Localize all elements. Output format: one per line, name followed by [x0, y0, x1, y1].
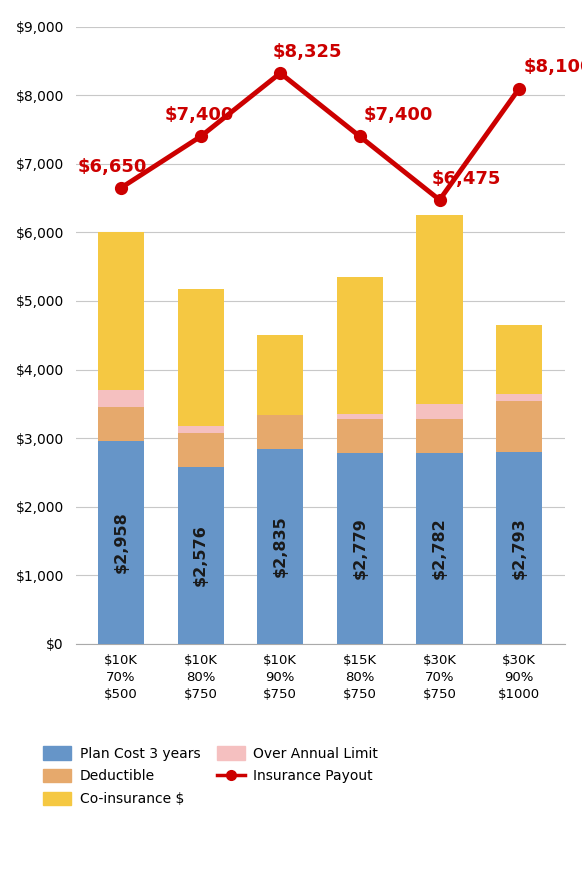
Bar	[257, 415, 303, 450]
Bar	[178, 426, 223, 433]
Text: $2,793: $2,793	[512, 517, 527, 578]
Bar	[178, 289, 223, 426]
Bar	[98, 407, 144, 441]
Bar	[178, 468, 223, 644]
Bar	[337, 453, 383, 644]
Text: $2,958: $2,958	[113, 511, 129, 573]
Text: $7,400: $7,400	[165, 106, 234, 124]
Bar	[257, 450, 303, 644]
Text: $8,100: $8,100	[523, 58, 582, 76]
Bar	[417, 453, 463, 644]
Text: $7,400: $7,400	[364, 106, 433, 124]
Bar	[178, 433, 223, 468]
Bar	[496, 393, 542, 401]
Bar	[337, 419, 383, 453]
Bar	[337, 277, 383, 414]
Bar	[417, 215, 463, 404]
Bar	[98, 232, 144, 390]
Text: $2,782: $2,782	[432, 518, 447, 579]
Text: $6,475: $6,475	[432, 170, 501, 188]
Bar	[496, 452, 542, 644]
Text: $2,779: $2,779	[353, 518, 367, 579]
Text: $2,835: $2,835	[273, 516, 288, 578]
Bar	[98, 441, 144, 644]
Bar	[98, 390, 144, 407]
Bar	[337, 414, 383, 419]
Bar	[496, 401, 542, 452]
Bar	[417, 404, 463, 418]
Bar	[496, 325, 542, 393]
Text: $8,325: $8,325	[272, 43, 342, 61]
Legend: Plan Cost 3 years, Deductible, Co-insurance $, Over Annual Limit, Insurance Payo: Plan Cost 3 years, Deductible, Co-insura…	[44, 746, 378, 806]
Text: $6,650: $6,650	[77, 157, 147, 175]
Bar	[417, 418, 463, 453]
Bar	[257, 335, 303, 415]
Text: $2,576: $2,576	[193, 525, 208, 586]
